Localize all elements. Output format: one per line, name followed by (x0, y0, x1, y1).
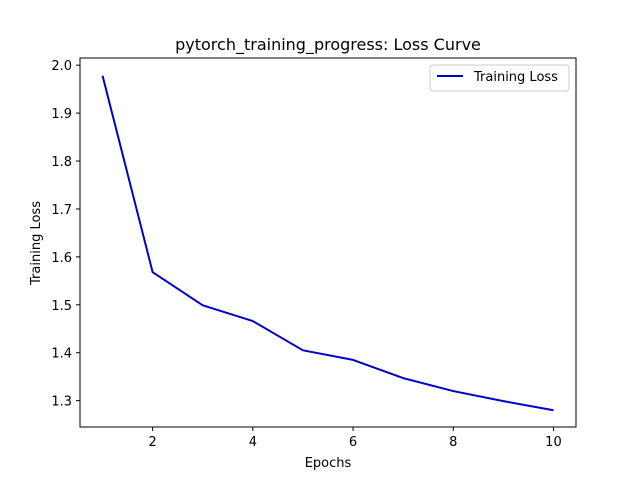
x-tick-label: 2 (149, 435, 157, 450)
x-tick-label: 8 (449, 435, 457, 450)
legend-label-training-loss: Training Loss (473, 70, 558, 85)
y-tick-label: 1.9 (51, 107, 72, 122)
legend: Training Loss (429, 64, 570, 92)
y-tick-label: 1.5 (51, 299, 72, 314)
x-axis-label: Epochs (305, 456, 352, 471)
y-tick-label: 1.4 (51, 347, 72, 362)
y-tick-label: 2.0 (51, 59, 72, 74)
x-tick-label: 10 (545, 435, 562, 450)
x-tick-label: 6 (349, 435, 357, 450)
legend-box (429, 64, 570, 92)
y-tick-label: 1.6 (51, 251, 72, 266)
axes-frame (79, 57, 577, 428)
x-tick-label: 4 (249, 435, 257, 450)
plot-area: 2 4 6 8 10 1.3 1.4 1.5 1.6 1.7 1.8 1.9 2.0 (51, 57, 577, 450)
chart-title: pytorch_training_progress: Loss Curve (175, 35, 481, 55)
series-line-0 (101, 75, 554, 412)
y-tick-label: 1.8 (51, 155, 72, 170)
y-axis-label: Training Loss (29, 201, 44, 286)
y-tick-label: 1.7 (51, 203, 72, 218)
y-tick-label: 1.3 (51, 395, 72, 410)
